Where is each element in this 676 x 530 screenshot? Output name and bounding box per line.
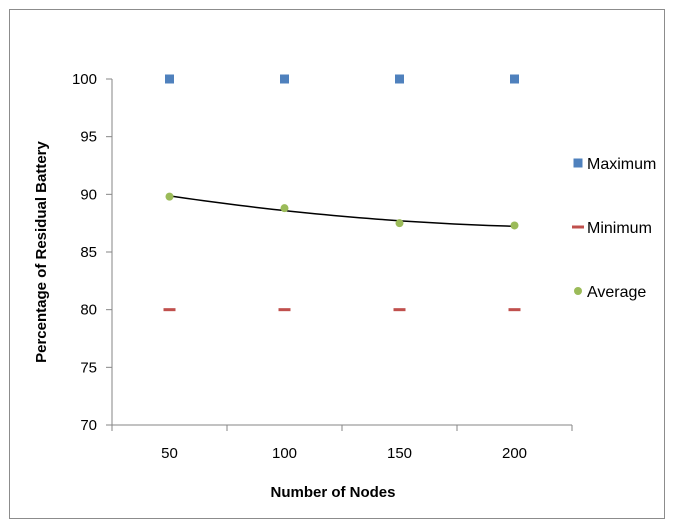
y-axis-title: Percentage of Residual Battery bbox=[33, 140, 50, 362]
minimum-point bbox=[508, 308, 521, 312]
x-tick-label: 100 bbox=[272, 445, 297, 462]
minimum-point bbox=[393, 308, 406, 312]
legend-label-maximum: Maximum bbox=[587, 156, 656, 173]
y-tick-label: 75 bbox=[80, 359, 97, 376]
y-tick-label: 100 bbox=[72, 71, 97, 88]
minimum-point bbox=[278, 308, 291, 312]
legend: Maximum Minimum Average bbox=[572, 156, 656, 301]
average-point bbox=[510, 221, 519, 230]
chart-marks bbox=[163, 74, 521, 312]
y-tick-label: 80 bbox=[80, 302, 97, 319]
y-tick-label: 95 bbox=[80, 129, 97, 146]
maximum-point bbox=[165, 74, 174, 84]
x-tick-label: 50 bbox=[161, 445, 178, 462]
x-axis: 50 100 150 200 bbox=[111, 424, 573, 462]
legend-label-average: Average bbox=[587, 284, 646, 301]
x-tick-label: 150 bbox=[387, 445, 412, 462]
maximum-point bbox=[280, 74, 289, 84]
average-point bbox=[395, 219, 404, 228]
legend-label-minimum: Minimum bbox=[587, 220, 652, 237]
legend-marker-maximum bbox=[573, 158, 583, 168]
y-axis: 70 75 80 85 90 95 100 bbox=[72, 71, 113, 434]
x-tick-label: 200 bbox=[502, 445, 527, 462]
maximum-point bbox=[395, 74, 404, 84]
legend-marker-minimum bbox=[572, 225, 584, 229]
maximum-point bbox=[510, 74, 519, 84]
legend-marker-average bbox=[574, 287, 582, 295]
y-tick-label: 90 bbox=[80, 186, 97, 203]
average-point bbox=[165, 192, 174, 201]
average-trendline bbox=[169, 195, 515, 228]
average-point bbox=[280, 204, 289, 213]
chart-frame bbox=[9, 9, 665, 519]
minimum-point bbox=[163, 308, 176, 312]
x-axis-title: Number of Nodes bbox=[270, 484, 395, 501]
y-tick-label: 70 bbox=[80, 417, 97, 434]
y-tick-label: 85 bbox=[80, 244, 97, 261]
